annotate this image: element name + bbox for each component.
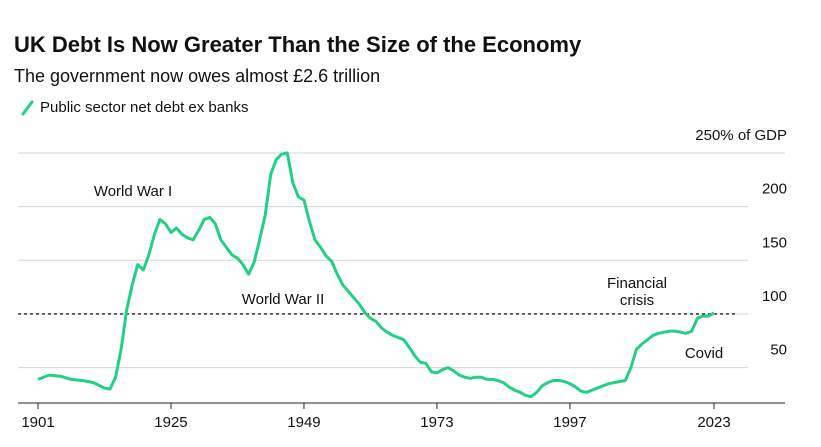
chart-subtitle: The government now owes almost £2.6 tril… — [14, 66, 380, 86]
data-line — [37, 151, 715, 399]
chart-title: UK Debt Is Now Greater Than the Size of … — [14, 32, 582, 57]
x-tick-label: 1925 — [154, 414, 187, 431]
legend-swatch — [21, 100, 34, 116]
annotation: crisis — [620, 292, 654, 309]
y-tick-label: 150 — [762, 234, 787, 251]
annotation: World War I — [94, 183, 172, 200]
annotation: Covid — [685, 345, 723, 362]
x-tick-label: 1973 — [420, 414, 453, 431]
y-tick-label: 50 — [770, 342, 787, 359]
annotation: World War II — [242, 291, 325, 308]
y-tick-label: 200 — [762, 181, 787, 198]
legend-label: Public sector net debt ex banks — [40, 99, 248, 116]
x-tick-label: 2023 — [697, 414, 730, 431]
annotation: Financial — [607, 275, 667, 292]
x-tick-label: 1949 — [287, 414, 320, 431]
y-tick-label: 250% of GDP — [695, 127, 787, 144]
x-tick-label: 1997 — [553, 414, 586, 431]
x-tick-label: 1901 — [21, 414, 54, 431]
y-tick-label: 100 — [762, 288, 787, 305]
